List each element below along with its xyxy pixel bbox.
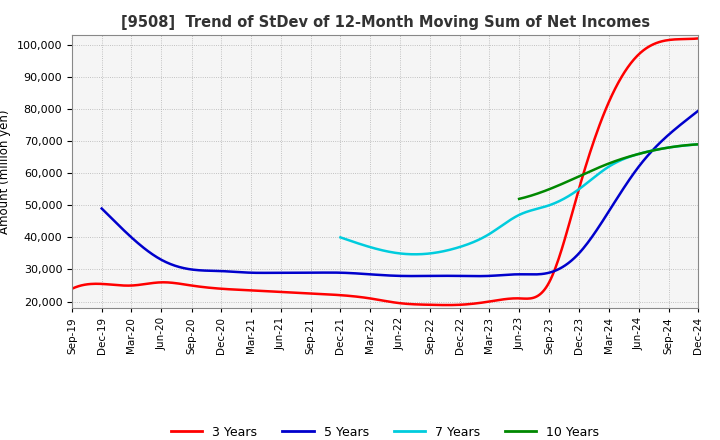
Legend: 3 Years, 5 Years, 7 Years, 10 Years: 3 Years, 5 Years, 7 Years, 10 Years: [166, 421, 604, 440]
Y-axis label: Amount (million yen): Amount (million yen): [0, 110, 12, 234]
Title: [9508]  Trend of StDev of 12-Month Moving Sum of Net Incomes: [9508] Trend of StDev of 12-Month Moving…: [121, 15, 649, 30]
